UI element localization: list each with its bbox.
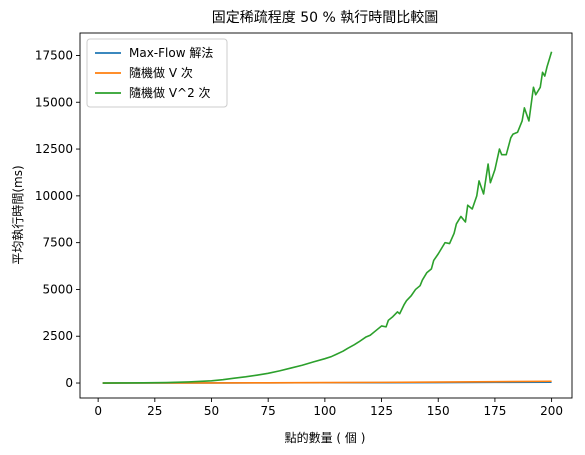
y-tick-label: 2500 [42, 329, 73, 343]
y-axis-label: 平均執行時間(ms) [11, 165, 25, 264]
x-tick-label: 150 [427, 404, 450, 418]
x-tick-label: 125 [370, 404, 393, 418]
x-axis-label: 點的數量 ( 個 ) [285, 430, 366, 445]
legend-label-1: 隨機做 V 次 [129, 65, 193, 80]
x-tick-label: 50 [204, 404, 219, 418]
x-tick-label: 75 [261, 404, 276, 418]
y-tick-label: 0 [65, 376, 73, 390]
y-axis: 0 2500 5000 7500 10000 12500 15000 17500 [35, 48, 80, 390]
x-axis: 0 25 50 75 100 125 150 175 200 [94, 398, 563, 418]
y-tick-label: 17500 [35, 48, 73, 62]
legend-label-0: Max-Flow 解法 [129, 46, 213, 60]
y-tick-label: 7500 [42, 236, 73, 250]
legend-box [86, 38, 228, 108]
y-tick-label: 5000 [42, 282, 73, 296]
plot-area [79, 32, 573, 399]
y-tick-label: 12500 [35, 142, 73, 156]
x-tick-label: 0 [94, 404, 102, 418]
y-tick-label: 15000 [35, 95, 73, 109]
y-tick-label: 10000 [35, 189, 73, 203]
series-line-2 [102, 51, 553, 384]
chart-title: 固定稀疏程度 50 % 執行時間比較圖 [212, 10, 438, 26]
x-tick-label: 100 [313, 404, 336, 418]
legend-label-2: 隨機做 V^2 次 [129, 85, 211, 100]
x-tick-label: 200 [540, 404, 563, 418]
x-tick-label: 175 [483, 404, 506, 418]
axes-frame [79, 32, 573, 399]
x-tick-label: 25 [147, 404, 162, 418]
